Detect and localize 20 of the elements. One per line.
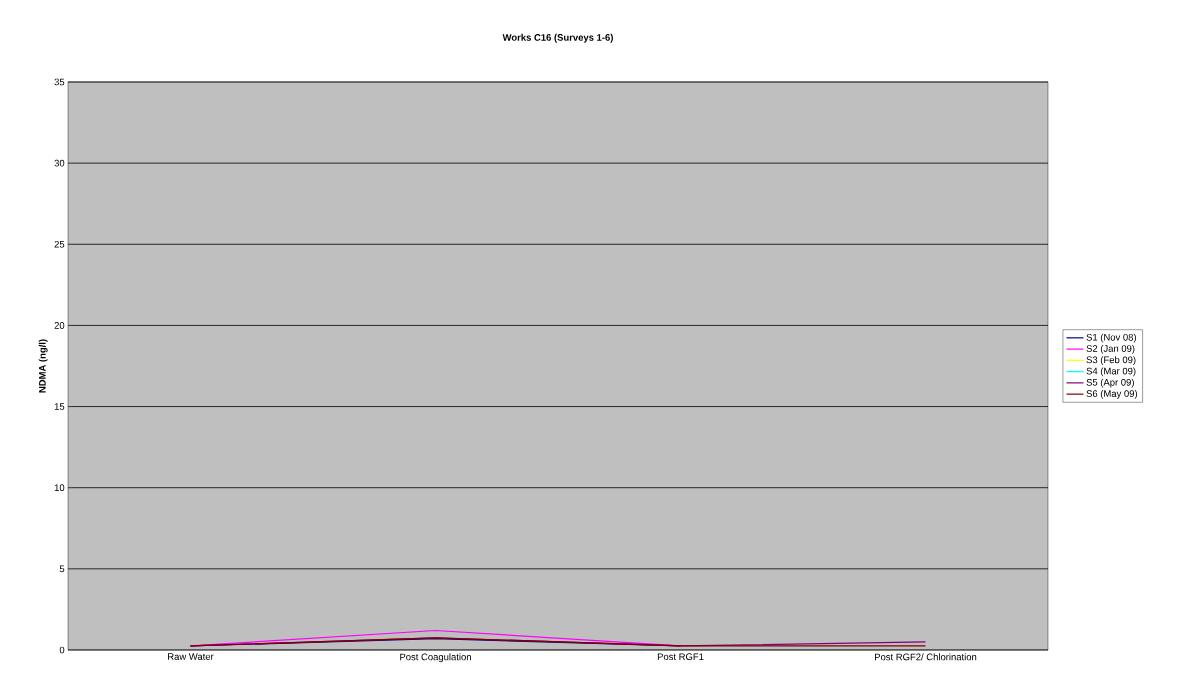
x-tick-label: Post Coagulation xyxy=(400,653,471,663)
y-tick-label: 5 xyxy=(59,565,65,573)
legend-label: S6 (May 09) xyxy=(1086,390,1138,399)
y-tick-label: 20 xyxy=(54,322,65,329)
legend-label: S2 (Jan 09) xyxy=(1086,344,1135,354)
y-tick-label: 0 xyxy=(59,646,65,654)
y-tick-label: 15 xyxy=(54,403,65,410)
y-axis-title: NDMA (ng/l) xyxy=(38,339,48,393)
legend-label: S5 (Apr 09) xyxy=(1086,378,1134,388)
legend-label: S4 (Mar 09) xyxy=(1086,367,1136,377)
legend-label: S3 (Feb 09) xyxy=(1086,356,1136,366)
y-tick-label: 10 xyxy=(54,484,65,492)
x-tick-label: Post RGF2/ Chlorination xyxy=(875,653,977,661)
x-tick-label: Raw Water xyxy=(168,653,214,660)
y-tick-label: 25 xyxy=(54,240,65,248)
y-tick-label: 30 xyxy=(54,159,65,167)
y-tick-label: 35 xyxy=(54,78,65,86)
legend-label: S1 (Nov 08) xyxy=(1086,333,1136,343)
chart-title: Works C16 (Surveys 1-6) xyxy=(502,33,613,43)
x-tick-label: Post RGF1 xyxy=(657,653,704,661)
